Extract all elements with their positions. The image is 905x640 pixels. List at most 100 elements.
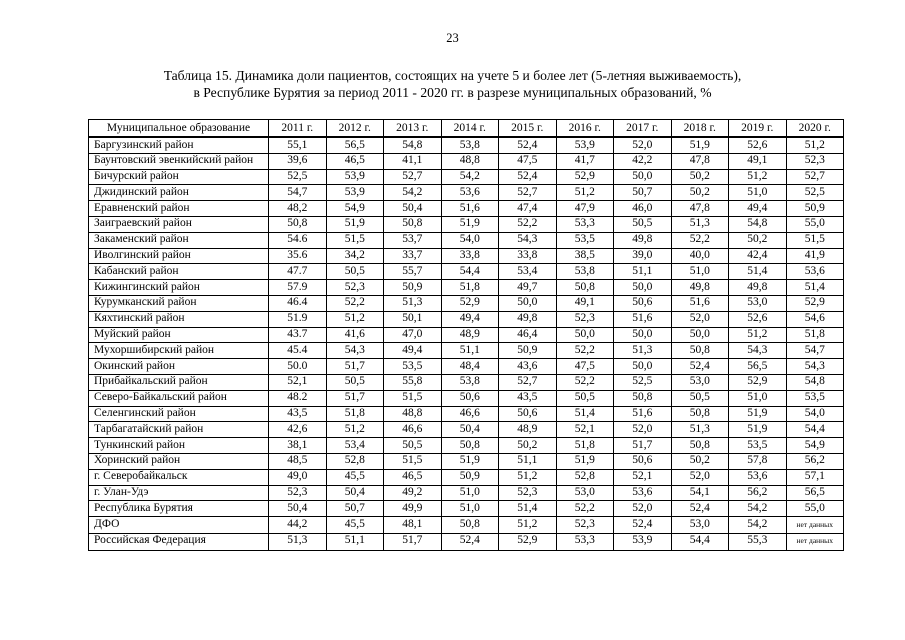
value-cell: 52,6: [728, 310, 787, 328]
value-cell: 51,4: [728, 263, 787, 281]
district-name-cell: Муйский район: [88, 326, 269, 344]
column-header-year: 2011 г.: [268, 119, 327, 138]
value-cell: 49,1: [555, 294, 614, 312]
value-cell: 52,3: [498, 484, 557, 502]
value-cell: 50,8: [670, 437, 729, 454]
value-cell: 52,8: [555, 468, 614, 486]
value-cell: 51,0: [440, 500, 499, 518]
table-row: Иволгинский район 35.6 34,2 33,7 33,8 33,8 38,…: [88, 247, 844, 265]
value-cell: 51,2: [498, 468, 557, 486]
value-cell: 54,2: [728, 500, 787, 518]
value-cell: 53,7: [383, 231, 442, 249]
value-cell: 51,7: [383, 532, 442, 551]
district-name-cell: Окинский район: [88, 358, 269, 375]
value-cell: 45,5: [325, 468, 384, 486]
value-cell: 51,4: [555, 405, 614, 423]
value-cell: нет данных: [785, 516, 844, 534]
value-cell: 52,2: [555, 500, 614, 518]
value-cell: 51.9: [268, 310, 327, 328]
value-cell: 51,1: [613, 263, 672, 281]
value-cell: 51,1: [325, 532, 384, 551]
column-header-year: 2013 г.: [383, 119, 442, 138]
table-body: Баргузинский район 55,1 56,5 54,8 53,8 52,4 53…: [88, 136, 844, 551]
value-cell: 51,4: [785, 279, 844, 296]
value-cell: 48,4: [440, 358, 499, 375]
value-cell: 51,9: [440, 452, 499, 470]
table-header-row: Муниципальное образование 2011 г. 2012 г. 2…: [88, 119, 844, 138]
value-cell: 51,9: [728, 421, 787, 439]
value-cell: 50,5: [325, 263, 384, 281]
value-cell: 54,9: [325, 200, 384, 217]
value-cell: 50,6: [613, 294, 672, 312]
value-cell: 54.6: [268, 231, 327, 249]
column-header-year: 2016 г.: [555, 119, 614, 138]
district-name-cell: Прибайкальский район: [88, 373, 269, 391]
value-cell: 50,0: [613, 279, 672, 296]
value-cell: 53,5: [383, 358, 442, 375]
table-row: Бичурский район 52,5 53,9 52,7 54,2 52,4 52,9 5…: [88, 168, 844, 186]
value-cell: 51,9: [728, 405, 787, 423]
value-cell: 52,7: [383, 168, 442, 186]
district-name-cell: Баргузинский район: [88, 136, 269, 154]
table-row: Тарбагатайский район 42,6 51,2 46,6 50,4 48,9…: [88, 421, 844, 439]
value-cell: 50,0: [498, 294, 557, 312]
value-cell: 51,6: [440, 200, 499, 217]
value-cell: 54,0: [785, 405, 844, 423]
table-row: Кабанский район 47.7 50,5 55,7 54,4 53,4 53,8 5…: [88, 263, 844, 281]
value-cell: 46,5: [325, 152, 384, 170]
value-cell: 46,6: [440, 405, 499, 423]
value-cell: 49,8: [670, 279, 729, 296]
value-cell: 51,0: [670, 263, 729, 281]
value-cell: 47,8: [670, 200, 729, 217]
value-cell: 52,0: [613, 500, 672, 518]
value-cell: 51,2: [728, 326, 787, 344]
value-cell: 50,7: [613, 184, 672, 202]
value-cell: 51,2: [325, 310, 384, 328]
value-cell: 52,2: [555, 342, 614, 360]
column-header-year: 2019 г.: [728, 119, 787, 138]
value-cell: 50,8: [268, 215, 327, 233]
value-cell: 54,2: [728, 516, 787, 534]
value-cell: 53,9: [613, 532, 672, 551]
value-cell: 57,1: [785, 468, 844, 486]
table-row: ДФО 44,2 45,5 48,1 50,8 51,2 52,3 52,4 53,0 54,2 н…: [88, 516, 844, 534]
value-cell: 52,5: [785, 184, 844, 202]
value-cell: 49,8: [498, 310, 557, 328]
value-cell: 47,5: [498, 152, 557, 170]
value-cell: 51,9: [440, 215, 499, 233]
value-cell: 51,5: [785, 231, 844, 249]
value-cell: 52,3: [555, 310, 614, 328]
value-cell: 33,8: [498, 247, 557, 265]
value-cell: 52,4: [670, 358, 729, 375]
value-cell: 57.9: [268, 279, 327, 296]
value-cell: 40,0: [670, 247, 729, 265]
value-cell: 50,0: [613, 168, 672, 186]
table-row: г. Улан-Удэ 52,3 50,4 49,2 51,0 52,3 53,0 53,6 5…: [88, 484, 844, 502]
district-name-cell: Бичурский район: [88, 168, 269, 186]
value-cell: 53,0: [670, 516, 729, 534]
value-cell: 54,3: [498, 231, 557, 249]
value-cell: 56,2: [785, 452, 844, 470]
value-cell: 33,7: [383, 247, 442, 265]
column-header-year: 2017 г.: [613, 119, 672, 138]
value-cell: 41,1: [383, 152, 442, 170]
column-header-year: 2018 г.: [670, 119, 729, 138]
value-cell: 52,7: [498, 373, 557, 391]
value-cell: 51,8: [785, 326, 844, 344]
value-cell: 51,5: [383, 452, 442, 470]
value-cell: 54,3: [785, 358, 844, 375]
value-cell: 51,2: [325, 421, 384, 439]
district-name-cell: Кяхтинский район: [88, 310, 269, 328]
value-cell: 52,9: [440, 294, 499, 312]
value-cell: 53,0: [555, 484, 614, 502]
value-cell: 55,1: [268, 136, 327, 154]
value-cell: 53,4: [498, 263, 557, 281]
value-cell: 48,9: [498, 421, 557, 439]
value-cell: 53,6: [785, 263, 844, 281]
value-cell: 56,2: [728, 484, 787, 502]
value-cell: 42,4: [728, 247, 787, 265]
value-cell: 55,3: [728, 532, 787, 551]
value-cell: 54,8: [728, 215, 787, 233]
data-table: Муниципальное образование 2011 г. 2012 г. 2…: [88, 119, 844, 551]
value-cell: 53,0: [670, 373, 729, 391]
